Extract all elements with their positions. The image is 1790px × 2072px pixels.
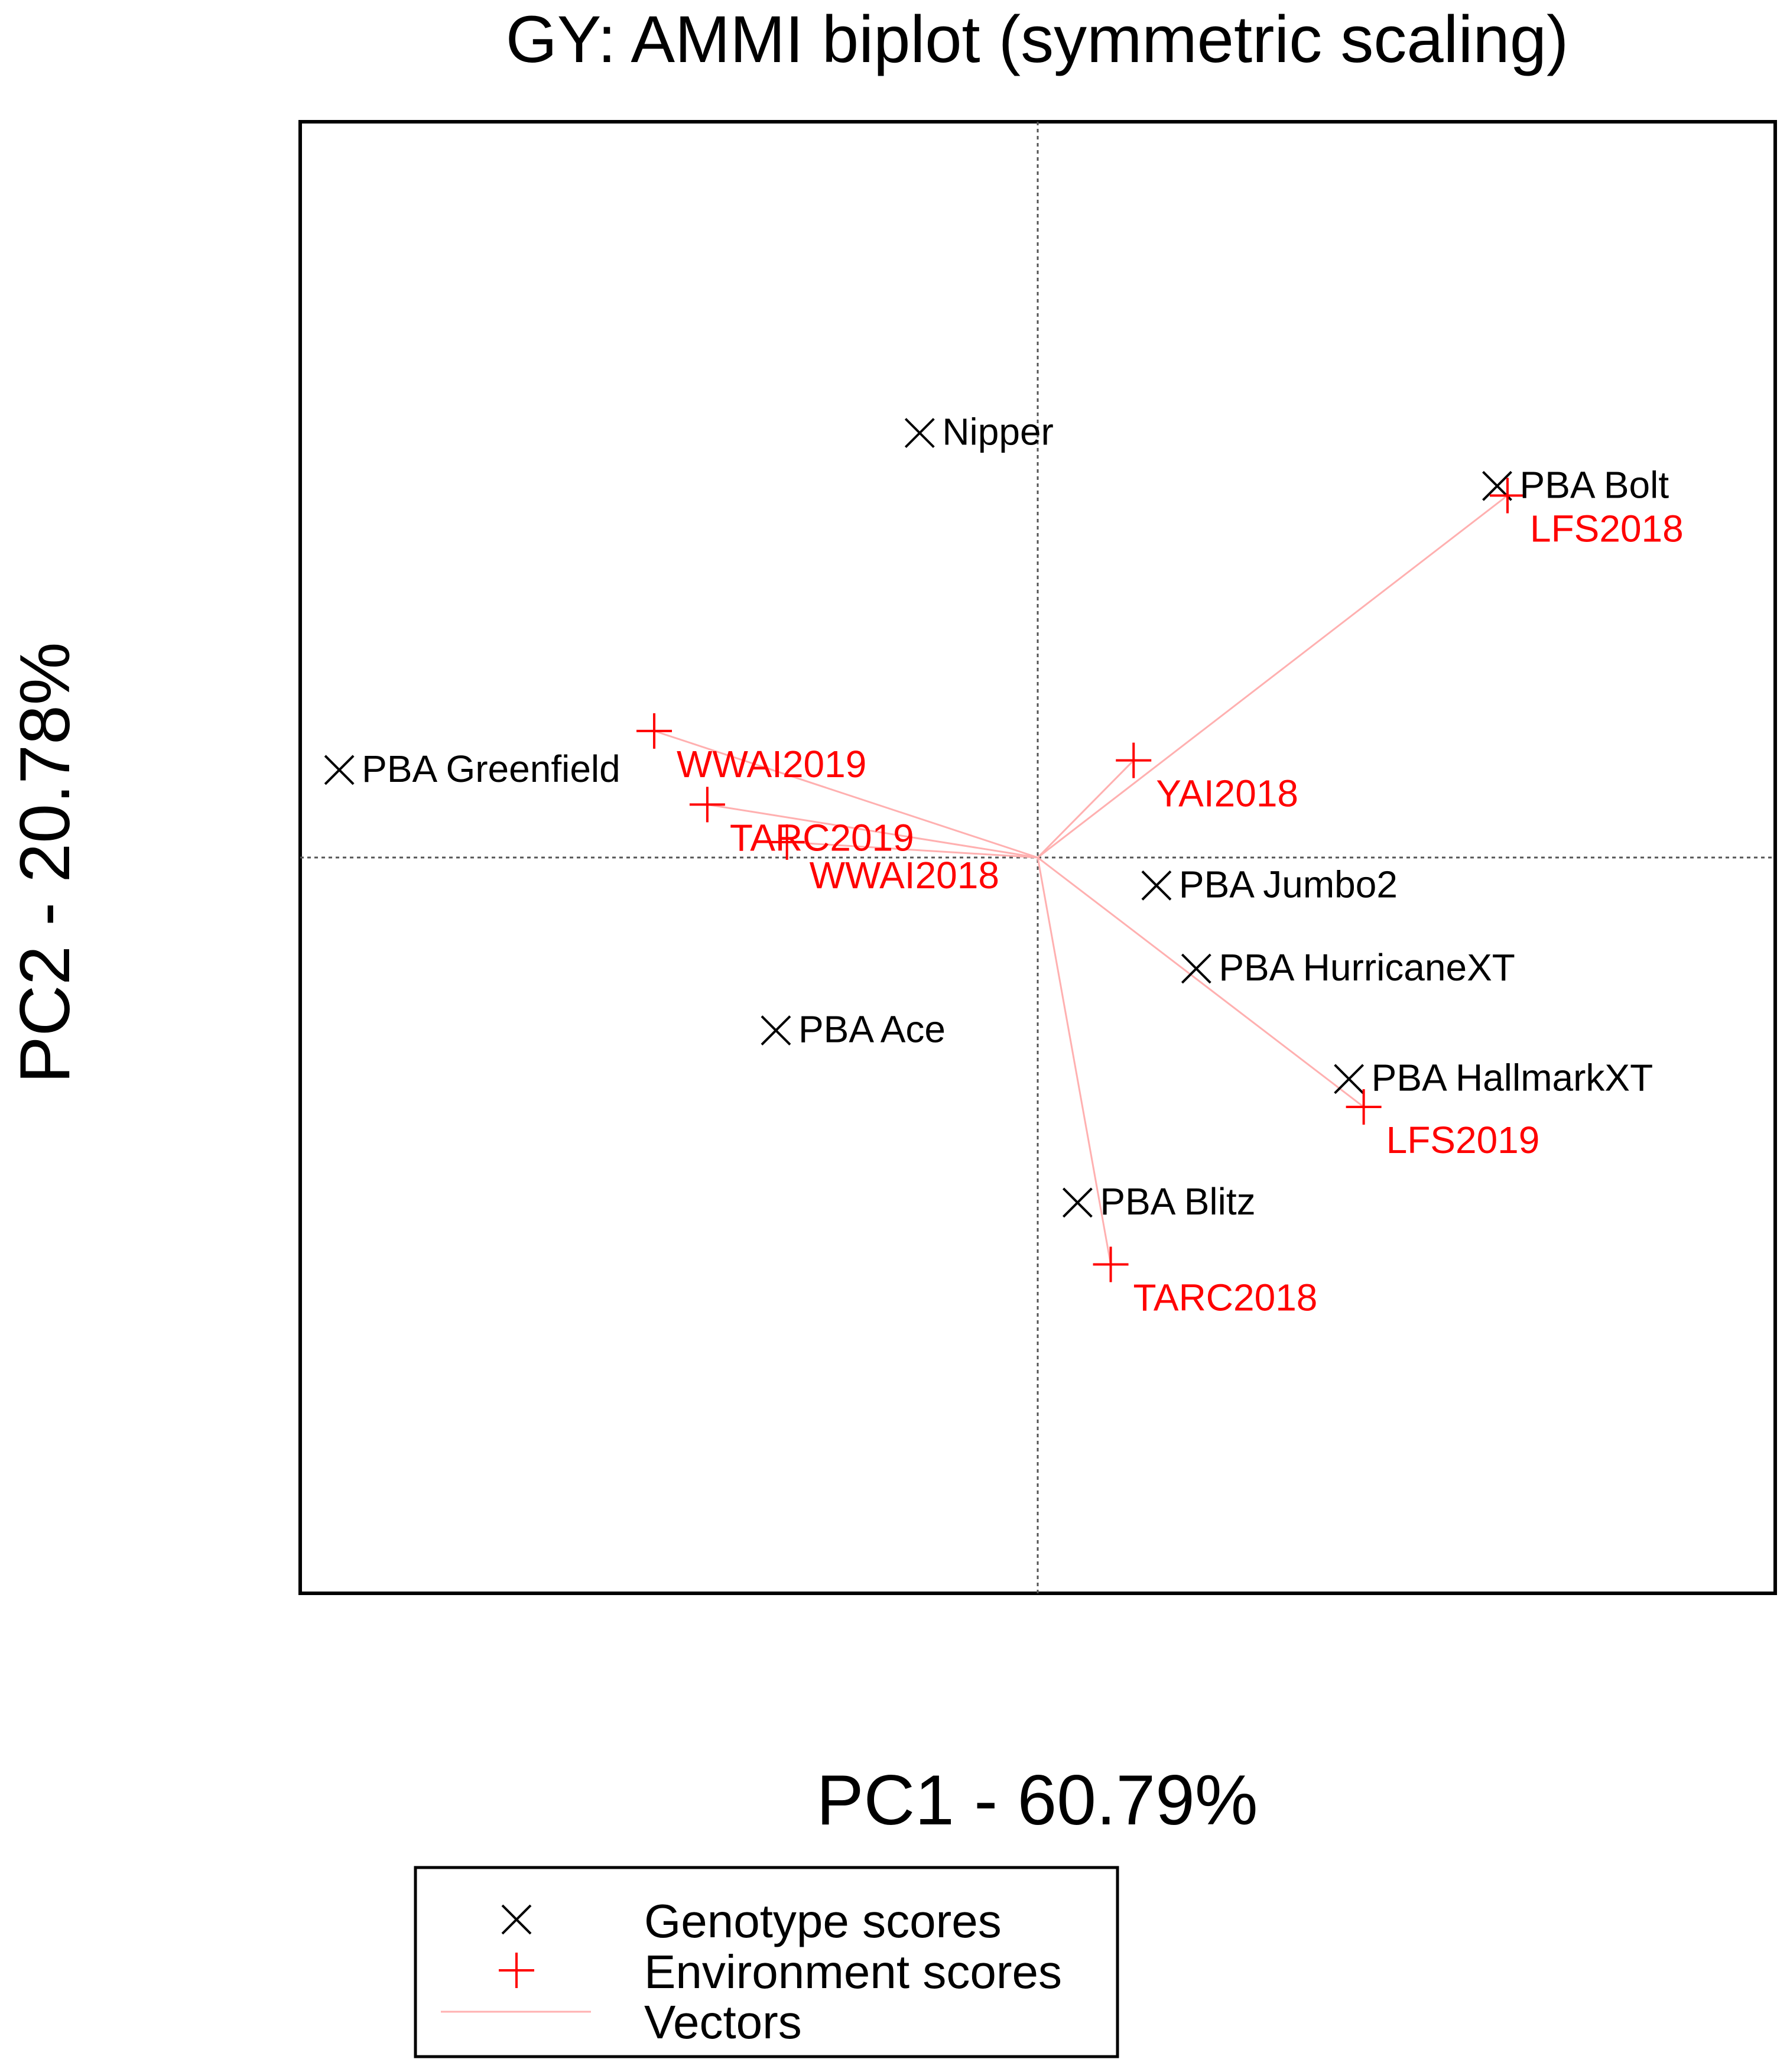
- environment-label-tarc2018: TARC2018: [1133, 1276, 1318, 1318]
- x-axis-label: PC1 - 60.79%: [816, 1761, 1258, 1840]
- genotype-label-pba-greenfield: PBA Greenfield: [362, 748, 621, 790]
- vector-yai2018: [1037, 759, 1135, 859]
- legend-environment-symbol: [499, 1953, 534, 1988]
- legend-label-environment-scores: Environment scores: [644, 1946, 1062, 1998]
- environment-marker-yai2018: [1116, 742, 1152, 778]
- environment-label-wwai2018: WWAI2018: [810, 854, 999, 897]
- environment-marker-tarc2018: [1093, 1246, 1129, 1282]
- genotype-marker-pba-jumbo2: [1141, 870, 1172, 901]
- environment-label-wwai2019: WWAI2019: [677, 743, 866, 785]
- environment-marker-wwai2019: [636, 713, 673, 749]
- environment-marker-lfs2019: [1346, 1089, 1382, 1125]
- environment-label-lfs2018: LFS2018: [1530, 507, 1684, 550]
- legend-box: [414, 1866, 1119, 2058]
- vector-wwai2018: [787, 841, 1038, 859]
- chart-title: GY: AMMI biplot (symmetric scaling): [506, 2, 1569, 76]
- environment-marker-lfs2018: [1489, 478, 1525, 514]
- environment-marker-tarc2019: [689, 787, 725, 823]
- legend-genotype-symbol: [501, 1904, 532, 1935]
- vector-wwai2019: [654, 730, 1038, 859]
- genotype-label-nipper: Nipper: [942, 411, 1054, 453]
- genotype-label-pba-jumbo2: PBA Jumbo2: [1179, 863, 1398, 905]
- y-axis-label: PC2 - 20.78%: [5, 642, 85, 1083]
- environment-marker-wwai2018: [769, 824, 805, 860]
- genotype-label-pba-blitz: PBA Blitz: [1100, 1180, 1255, 1223]
- genotype-label-pba-ace: PBA Ace: [798, 1008, 946, 1051]
- vector-lfs2019: [1037, 856, 1365, 1108]
- genotype-marker-nipper: [904, 418, 935, 449]
- vector-tarc2019: [707, 803, 1038, 859]
- genotype-label-pba-bolt: PBA Bolt: [1520, 463, 1669, 506]
- legend-label-genotype-scores: Genotype scores: [644, 1895, 1002, 1947]
- environment-label-lfs2019: LFS2019: [1386, 1119, 1540, 1161]
- genotype-label-pba-hallmarkxt: PBA HallmarkXT: [1372, 1057, 1653, 1099]
- environment-label-tarc2019: TARC2019: [730, 816, 914, 859]
- genotype-marker-pba-hallmarkxt: [1334, 1064, 1365, 1095]
- genotype-marker-pba-greenfield: [324, 755, 355, 785]
- legend-label-vectors: Vectors: [644, 1996, 802, 2048]
- genotype-marker-pba-hurricanext: [1181, 953, 1211, 984]
- vector-tarc2018: [1037, 857, 1112, 1265]
- genotype-marker-pba-blitz: [1062, 1187, 1093, 1218]
- genotype-label-pba-hurricanext: PBA HurricaneXT: [1219, 946, 1515, 989]
- environment-label-yai2018: YAI2018: [1156, 772, 1298, 815]
- vector-lfs2018: [1037, 495, 1508, 859]
- genotype-marker-pba-ace: [761, 1015, 791, 1045]
